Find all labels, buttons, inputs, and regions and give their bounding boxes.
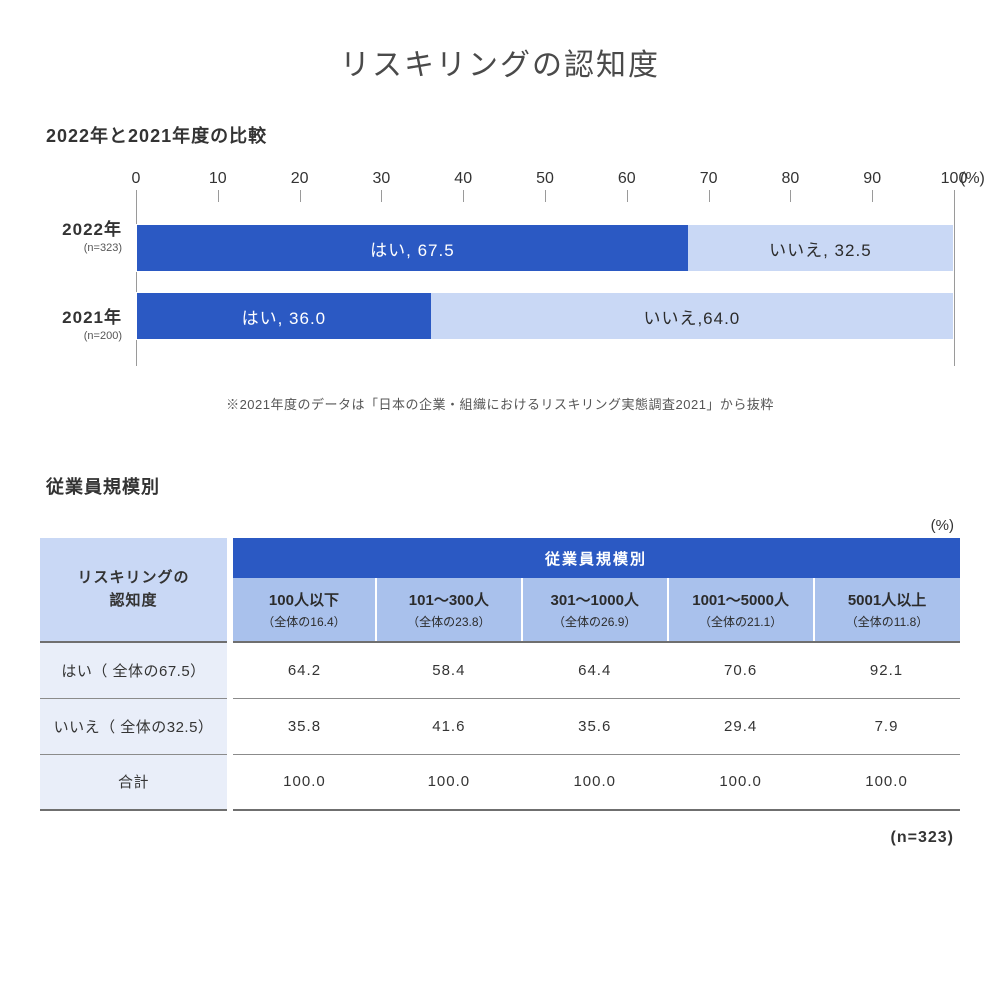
table-column-sub: （全体の21.1） [669,613,813,630]
table-cell: 100.0 [814,754,960,810]
table-column-sub: （全体の23.8） [377,613,521,630]
chart-plot: はい, 67.5いいえ, 32.5 はい, 36.0いいえ,64.0 [136,190,954,366]
chart-row-n: (n=323) [46,242,122,254]
table-n-label: (n=323) [40,829,954,847]
chart-segment-yes: はい, 36.0 [137,293,431,339]
chart-gridline [218,190,219,202]
table-cell: 100.0 [668,754,814,810]
chart-bars-wrap: 2022年 (n=323) 2021年 (n=200) はい, 67.5いいえ, 32… [46,190,954,366]
chart-tick-label: 70 [700,170,718,188]
chart-gridline [300,190,301,202]
table-column-main: 101〜300人 [377,589,521,610]
chart-tick-label: 30 [372,170,390,188]
chart-tick-label: 100 [941,170,968,188]
chart-tick-label: 10 [209,170,227,188]
chart-tick-label: 0 [132,170,141,188]
table-cell: 64.2 [230,642,376,698]
table-body: はい（ 全体の67.5）64.258.464.470.692.1いいえ（ 全体の… [40,642,960,810]
table-cell: 70.6 [668,642,814,698]
table-row: いいえ（ 全体の32.5）35.841.635.629.47.9 [40,698,960,754]
chart-axis-row: (%) 0102030405060708090100 [46,166,954,190]
chart-gridline [872,190,873,202]
table-column-header: 301〜1000人 （全体の26.9） [522,578,668,642]
chart-tick-label: 90 [863,170,881,188]
table-cell: 35.6 [522,698,668,754]
table-column-header: 1001〜5000人 （全体の21.1） [668,578,814,642]
table-row-label: 合計 [40,754,230,810]
table-cell: 100.0 [522,754,668,810]
chart-tick-label: 60 [618,170,636,188]
table-column-main: 5001人以上 [815,589,960,610]
chart-bar-row: はい, 67.5いいえ, 32.5 [136,224,954,272]
table-column-header: 101〜300人 （全体の23.8） [376,578,522,642]
table-row: 合計100.0100.0100.0100.0100.0 [40,754,960,810]
table-cell: 41.6 [376,698,522,754]
chart-tick-label: 80 [781,170,799,188]
chart-subtitle: 2022年と2021年度の比較 [46,122,960,148]
chart-row-label: 2022年 (n=323) [46,190,136,278]
chart-row-labels: 2022年 (n=323) 2021年 (n=200) [46,190,136,366]
chart-gridline [709,190,710,202]
table-row-label: いいえ（ 全体の32.5） [40,698,230,754]
table-cell: 64.4 [522,642,668,698]
chart-segment-no: いいえ, 32.5 [688,225,953,271]
table-corner-header: リスキリングの認知度 [40,538,230,642]
page-title: リスキリングの認知度 [40,40,960,84]
table-row: はい（ 全体の67.5）64.258.464.470.692.1 [40,642,960,698]
table-unit: (%) [40,517,954,534]
chart-gridline [954,190,955,366]
table-cell: 92.1 [814,642,960,698]
table-group-header: 従業員規模別 [230,538,960,578]
table-subtitle: 従業員規模別 [46,473,960,499]
data-table: リスキリングの認知度 従業員規模別 100人以下 （全体の16.4）101〜300… [40,538,960,811]
table-column-header: 100人以下 （全体の16.4） [230,578,376,642]
chart-segment-yes: はい, 67.5 [137,225,688,271]
chart-area: (%) 0102030405060708090100 2022年(n=323)2… [46,166,954,366]
chart-gridline [545,190,546,202]
table-cell: 58.4 [376,642,522,698]
chart-row-n: (n=200) [46,330,122,342]
table-row-label: はい（ 全体の67.5） [40,642,230,698]
chart-section: 2022年と2021年度の比較 (%) 01020304050607080901… [40,122,960,413]
page: リスキリングの認知度 2022年と2021年度の比較 (%) 0 10 20 30 40… [0,0,1000,996]
chart-row-label: 2021年 (n=200) [46,278,136,366]
table-column-sub: （全体の11.8） [815,613,960,630]
table-column-main: 1001〜5000人 [669,589,813,610]
table-cell: 29.4 [668,698,814,754]
chart-bar-row: はい, 36.0いいえ,64.0 [136,292,954,340]
chart-tick-label: 40 [454,170,472,188]
chart-gridline [627,190,628,202]
chart-row-year: 2022年 [46,215,122,240]
chart-tick-labels: (%) 0102030405060708090100 [136,166,954,190]
table-section: 従業員規模別 (%) リスキリングの認知度 従業員規模別 100人以下 （全体の1… [40,473,960,847]
table-column-main: 100人以下 [233,589,375,610]
chart-gridline [381,190,382,202]
chart-footnote: ※2021年度のデータは「日本の企業・組織におけるリスキリング実態調査2021」… [40,394,960,413]
table-cell: 35.8 [230,698,376,754]
chart-tick-label: 50 [536,170,554,188]
table-column-main: 301〜1000人 [523,589,667,610]
table-column-sub: （全体の26.9） [523,613,667,630]
table-cell: 100.0 [376,754,522,810]
chart-row-year: 2021年 [46,303,122,328]
table-cell: 7.9 [814,698,960,754]
table-cell: 100.0 [230,754,376,810]
chart-tick-label: 20 [291,170,309,188]
chart-gridline [790,190,791,202]
chart-segment-no: いいえ,64.0 [431,293,953,339]
table-column-header: 5001人以上 （全体の11.8） [814,578,960,642]
table-corner-label: リスキリングの認知度 [77,569,189,609]
chart-gridline [463,190,464,202]
table-column-sub: （全体の16.4） [233,613,375,630]
